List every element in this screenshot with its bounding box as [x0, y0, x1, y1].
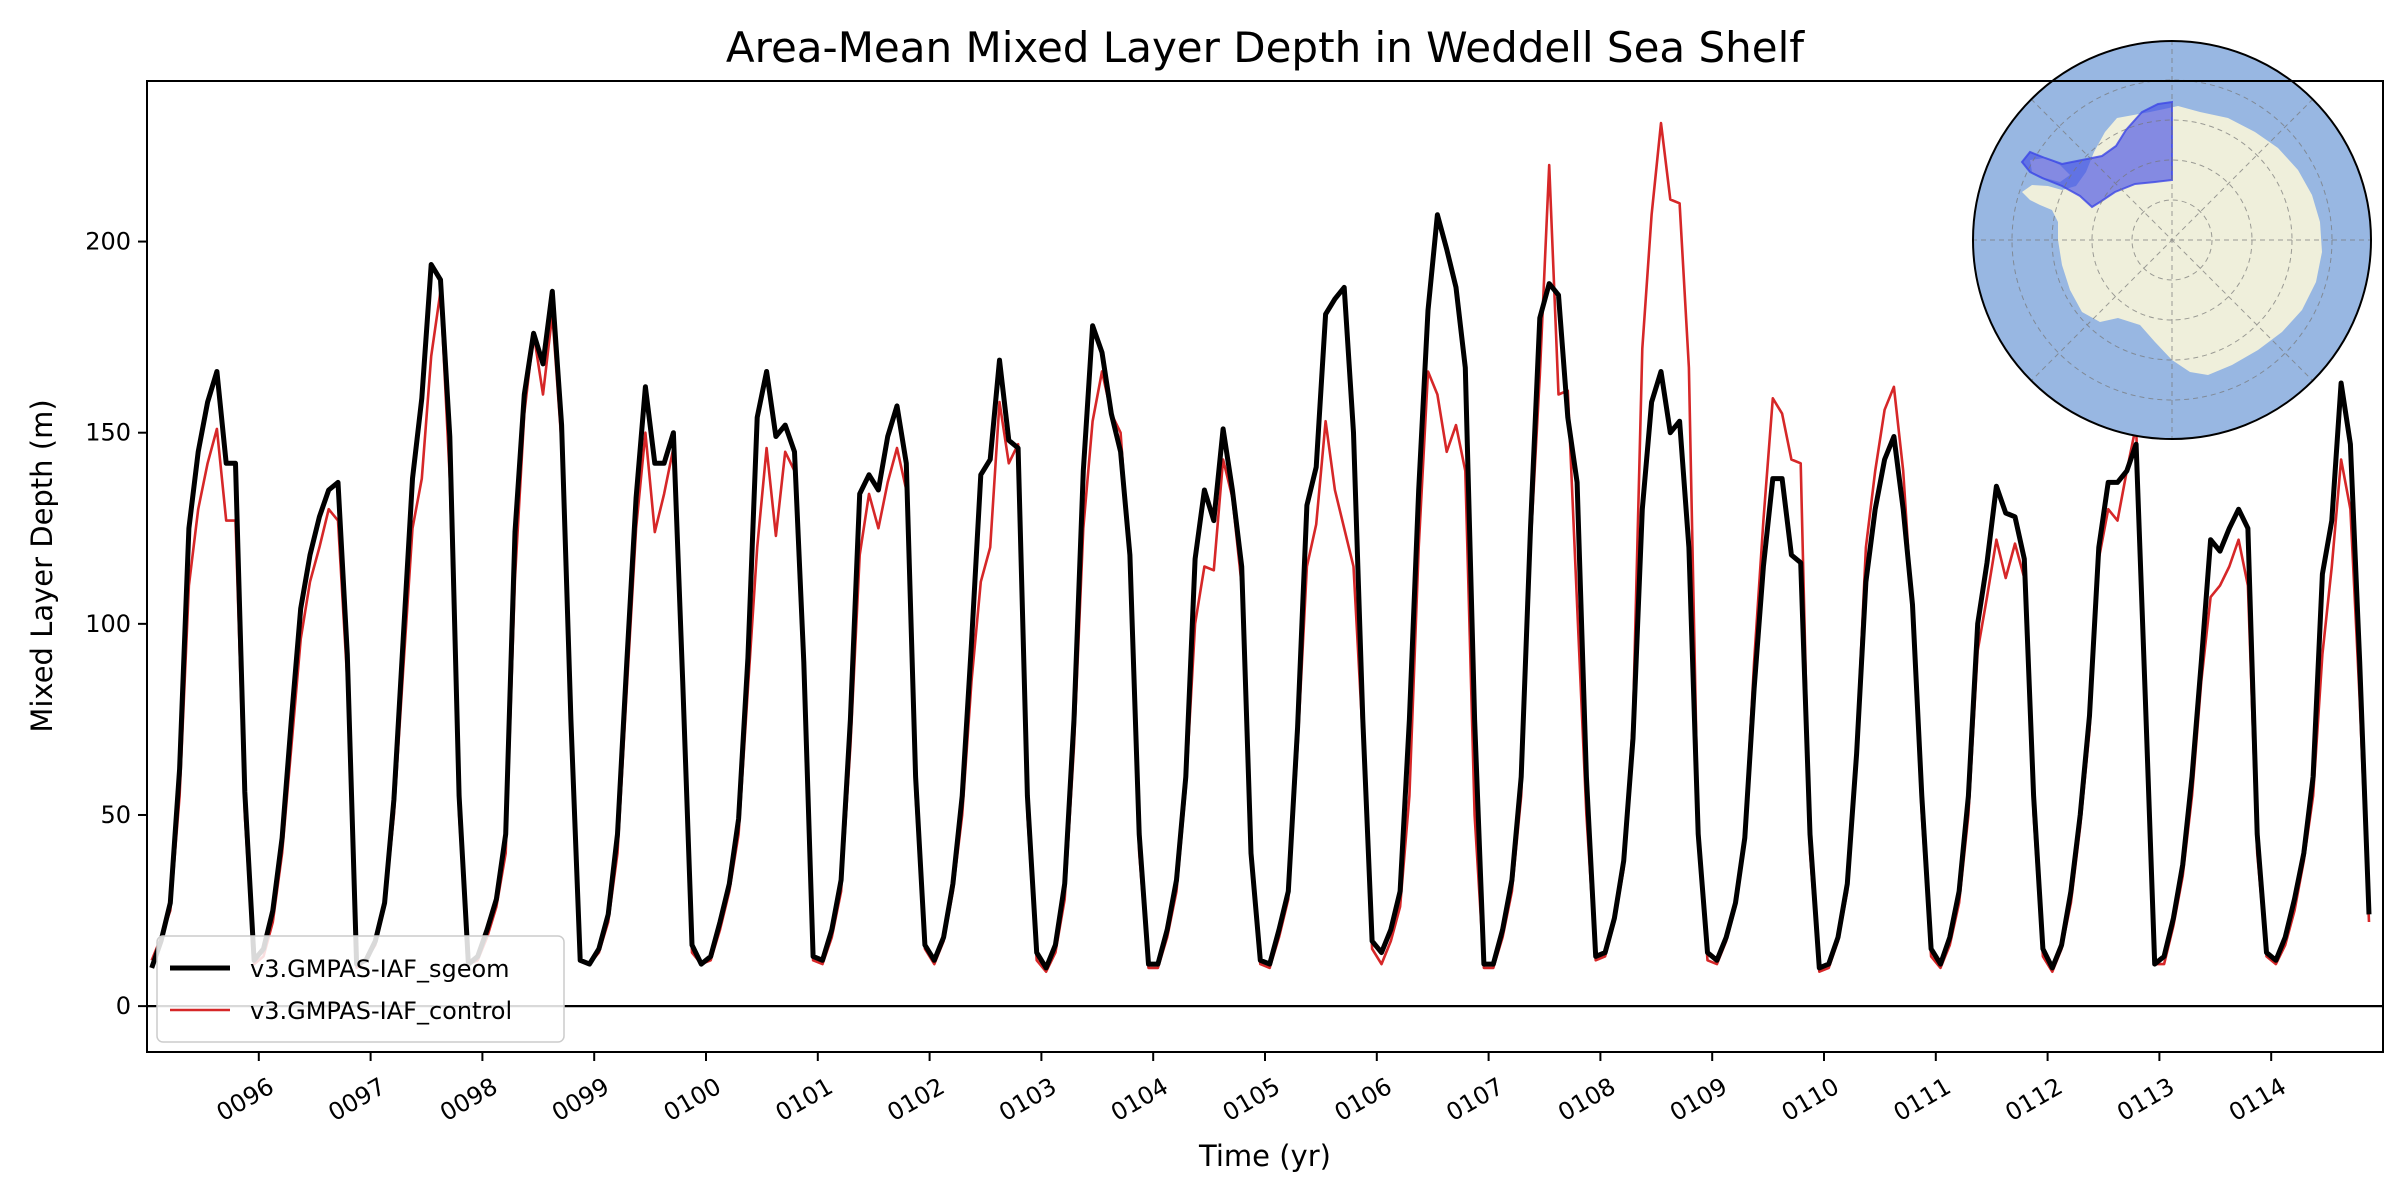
legend-label-sgeom: v3.GMPAS-IAF_sgeom	[250, 955, 510, 983]
x-tick-label: 0113	[2112, 1072, 2179, 1127]
y-tick-label: 150	[85, 419, 131, 447]
x-tick-label: 0096	[212, 1072, 279, 1127]
plot-frame	[146, 80, 2384, 1053]
y-tick-label: 200	[85, 228, 131, 256]
x-tick-label: 0097	[324, 1072, 391, 1127]
series-line-sgeom	[149, 212, 2372, 971]
x-tick-label: 0106	[1330, 1072, 1397, 1127]
x-tick-label: 0105	[1218, 1072, 1285, 1127]
x-tick-label: 0107	[1442, 1072, 1509, 1127]
chart-title: Area-Mean Mixed Layer Depth in Weddell S…	[726, 23, 1805, 72]
x-tick-label: 0098	[435, 1072, 502, 1127]
x-axis-label: Time (yr)	[1198, 1139, 1331, 1173]
legend-label-control: v3.GMPAS-IAF_control	[250, 997, 512, 1025]
y-tick-label: 100	[85, 610, 131, 638]
x-axis-ticks: 0096 0097 0098 0099 0100 0101 0102 0103 0104 0105…	[212, 1052, 2291, 1127]
x-tick-label: 0112	[2001, 1072, 2068, 1127]
x-tick-label: 0100	[659, 1072, 726, 1127]
x-tick-label: 0110	[1777, 1072, 1844, 1127]
x-tick-label: 0099	[547, 1072, 614, 1127]
antarctica-inset-map	[1972, 40, 2372, 440]
x-tick-label: 0108	[1553, 1072, 1620, 1127]
y-tick-label: 0	[116, 992, 131, 1020]
x-tick-label: 0101	[771, 1072, 838, 1127]
y-tick-label: 50	[100, 801, 131, 829]
y-axis-ticks: 0 50 100 150 200	[85, 228, 147, 1020]
map-region-weddell	[2020, 100, 2173, 209]
x-tick-label: 0114	[2224, 1072, 2291, 1127]
x-tick-label: 0103	[994, 1072, 1061, 1127]
x-tick-label: 0109	[1665, 1072, 1732, 1127]
y-axis-label: Mixed Layer Depth (m)	[25, 399, 59, 732]
map-gridlines	[1973, 41, 2371, 439]
map-border	[1972, 40, 2372, 440]
x-tick-label: 0104	[1106, 1072, 1173, 1127]
legend: v3.GMPAS-IAF_sgeom v3.GMPAS-IAF_control	[156, 935, 565, 1043]
x-tick-label: 0102	[883, 1072, 950, 1127]
x-tick-label: 0111	[1889, 1072, 1956, 1127]
legend-box	[156, 935, 565, 1043]
